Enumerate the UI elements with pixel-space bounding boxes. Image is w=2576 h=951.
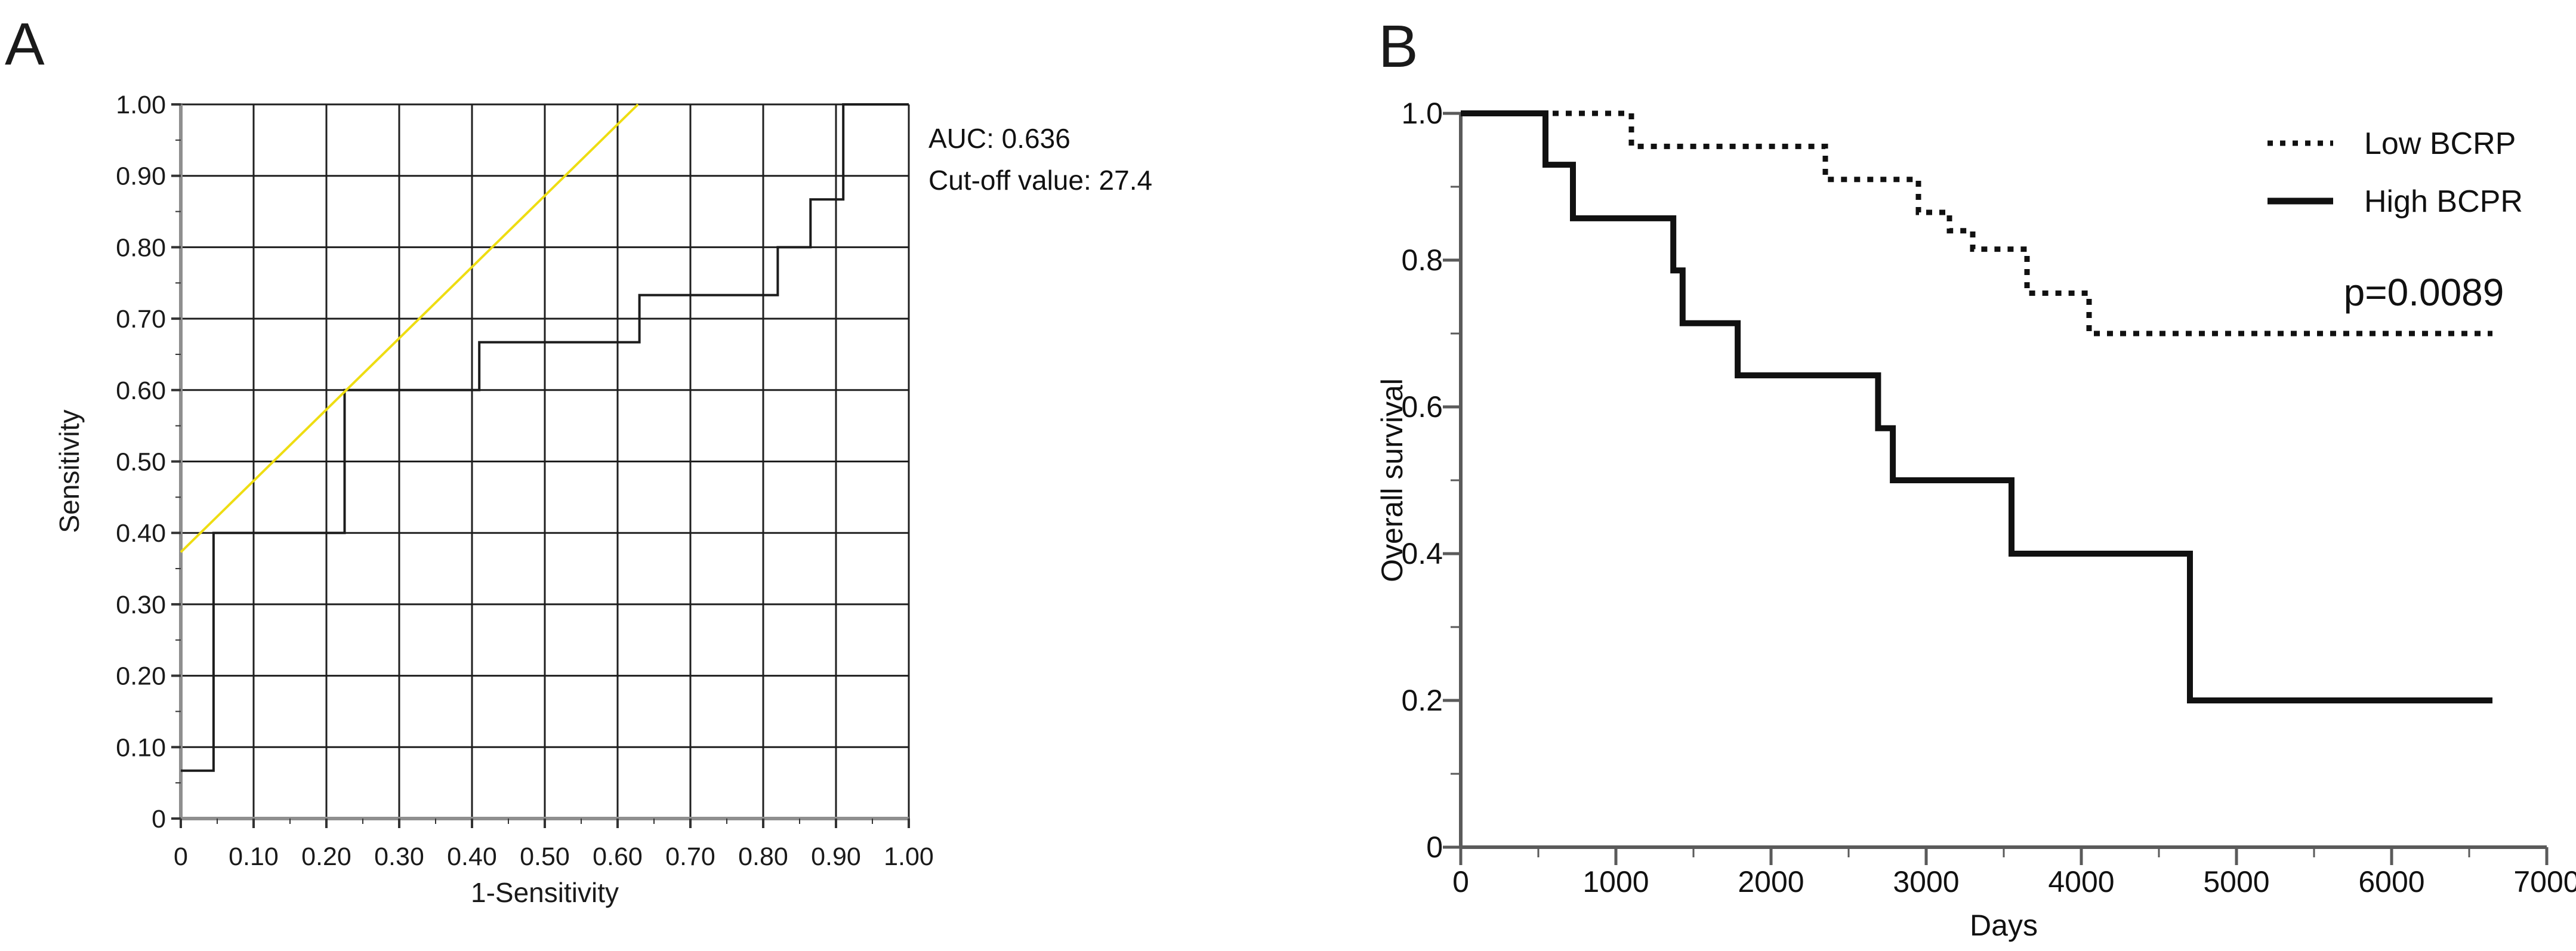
- y-tick-label: 0: [1426, 830, 1443, 864]
- reference-diagonal-curve: [180, 103, 639, 553]
- y-tick-label: 1.00: [116, 91, 166, 119]
- km-y-axis-title: Overall survival: [1375, 378, 1409, 582]
- x-tick-label: 7000: [2513, 865, 2576, 898]
- x-tick-label: 0: [1452, 865, 1469, 898]
- x-tick-label: 1.00: [884, 842, 934, 871]
- low-bcrp-curve: [1461, 110, 2492, 336]
- y-tick-label: 0.10: [116, 733, 166, 762]
- x-tick-label: 0: [174, 842, 188, 871]
- y-tick-label: 0.6: [1401, 390, 1443, 424]
- x-tick-label: 1000: [1582, 865, 1649, 898]
- km-legend: Low BCRP High BCPR p=0.0089: [2268, 126, 2523, 314]
- panel-a-label: A: [5, 11, 45, 78]
- y-tick-label: 0.40: [116, 519, 166, 548]
- x-tick-label: 6000: [2358, 865, 2424, 898]
- x-tick-label: 0.50: [520, 842, 570, 871]
- x-tick-label: 5000: [2203, 865, 2269, 898]
- x-tick-label: 0.20: [301, 842, 351, 871]
- x-tick-label: 0.10: [229, 842, 279, 871]
- roc-y-axis-title: Sensitivity: [54, 409, 85, 533]
- roc-curve-curve: [181, 103, 909, 772]
- x-tick-label: 0.40: [447, 842, 497, 871]
- roc-x-axis-title: 1-Sensitivity: [471, 877, 619, 908]
- high-bcpr-curve: [1461, 110, 2492, 703]
- y-tick-label: 1.0: [1401, 97, 1443, 130]
- y-tick-label: 0.2: [1401, 684, 1443, 717]
- y-tick-label: 0.70: [116, 305, 166, 334]
- panel-b-label: B: [1378, 13, 1418, 80]
- legend-high-bcpr-label: High BCPR: [2364, 184, 2523, 219]
- x-tick-label: 4000: [2048, 865, 2114, 898]
- km-chart: 0 1000 2000 3000 4000 5000 6000 7000 0 0.2 0.4 0.6 0…: [1401, 97, 2576, 898]
- x-tick-label: 0.80: [738, 842, 788, 871]
- x-tick-label: 0.30: [374, 842, 424, 871]
- y-tick-label: 0.20: [116, 662, 166, 691]
- y-tick-label: 0.60: [116, 376, 166, 405]
- roc-auc-annotation: AUC: 0.636: [928, 123, 1070, 154]
- y-tick-label: 0.50: [116, 448, 166, 477]
- y-tick-label: 0.8: [1401, 243, 1443, 277]
- p-value-annotation: p=0.0089: [2344, 271, 2504, 314]
- x-tick-label: 0.70: [665, 842, 715, 871]
- km-x-axis-title: Days: [1970, 909, 2038, 942]
- x-tick-label: 0.90: [811, 842, 861, 871]
- x-tick-label: 3000: [1893, 865, 1959, 898]
- y-tick-label: 0.90: [116, 162, 166, 191]
- x-tick-label: 0.60: [593, 842, 643, 871]
- roc-chart: 0 0.10 0.20 0.30 0.40 0.50 0.60 0.70 0.80 0.90 1.0…: [116, 91, 934, 871]
- y-tick-label: 0: [152, 805, 166, 833]
- roc-cutoff-annotation: Cut-off value: 27.4: [928, 165, 1152, 196]
- x-tick-label: 2000: [1738, 865, 1804, 898]
- y-tick-label: 0.4: [1401, 537, 1443, 570]
- y-tick-label: 0.80: [116, 233, 166, 262]
- y-tick-label: 0.30: [116, 591, 166, 619]
- legend-low-bcrp-label: Low BCRP: [2364, 126, 2516, 161]
